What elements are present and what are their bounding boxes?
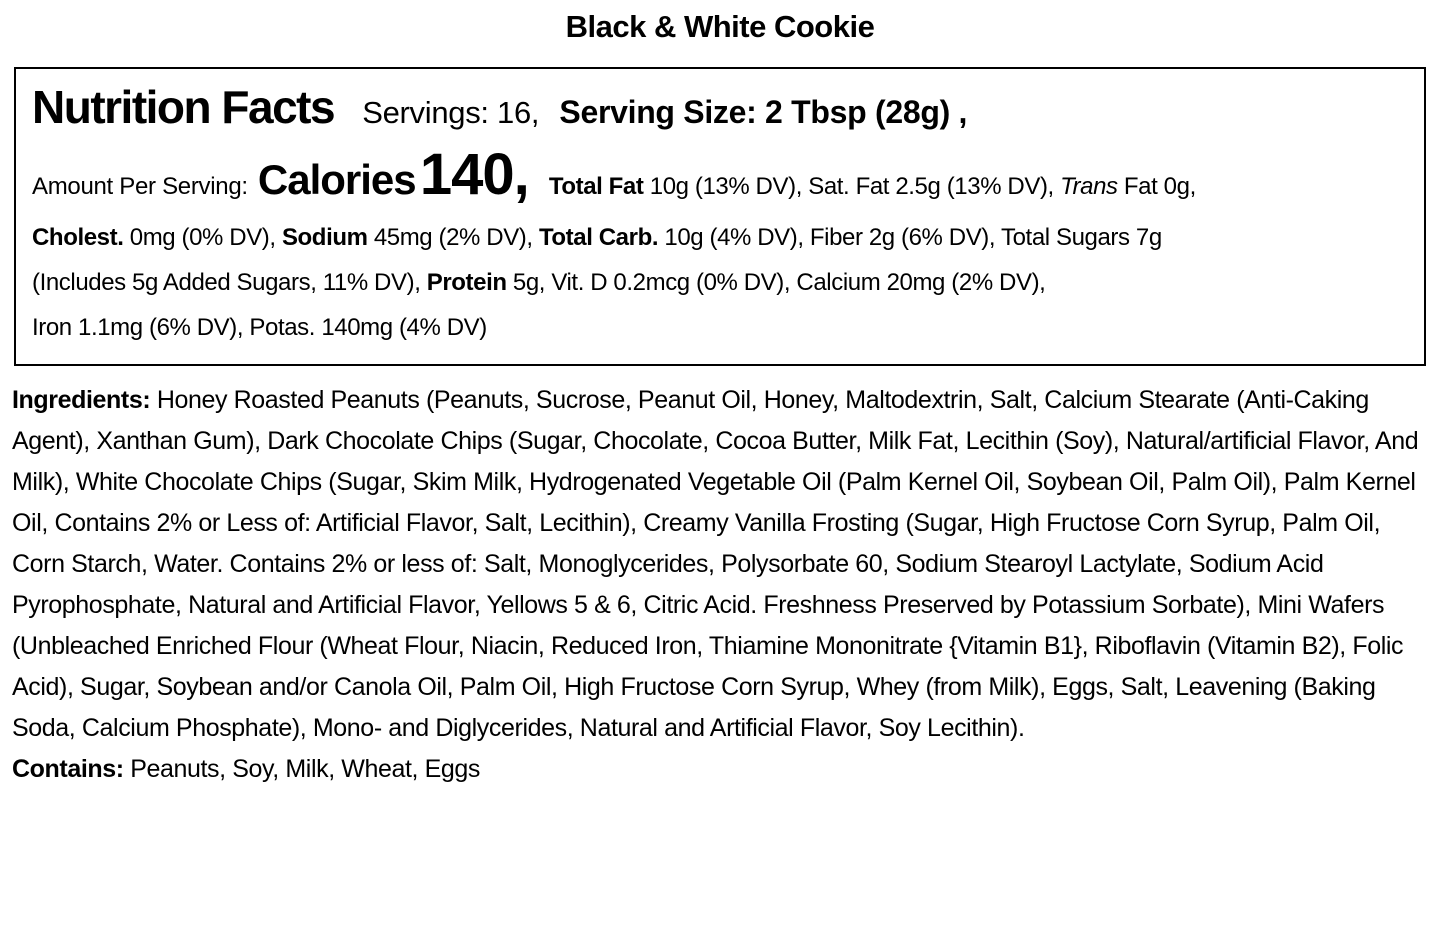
protein-label: Protein: [426, 268, 507, 296]
page-title: Black & White Cookie: [565, 9, 875, 44]
calories-value: 140,: [419, 141, 530, 207]
panel-header-line: Nutrition Facts Servings: 16, Serving Si…: [32, 81, 1408, 134]
calories-line: Amount Per Serving: Calories 140, Total …: [32, 142, 1408, 209]
protein-vitamin-values: 5g, Vit. D 0.2mcg (0% DV), Calcium 20mg …: [506, 268, 1046, 296]
amount-per-serving-label: Amount Per Serving:: [32, 172, 248, 200]
total-fat-label: Total Fat: [548, 172, 644, 200]
fat-info: Total Fat 10g (13% DV), Sat. Fat 2.5g (1…: [549, 173, 1196, 200]
trans-fat-values: Fat 0g,: [1117, 172, 1196, 200]
total-carb-label: Total Carb.: [538, 223, 659, 251]
iron-potassium-values: Iron 1.1mg (6% DV), Potas. 140mg (4% DV): [32, 313, 487, 341]
sodium-values: 45mg (2% DV),: [367, 223, 539, 251]
nutrient-line-protein-vitamins: (Includes 5g Added Sugars, 11% DV), Prot…: [32, 260, 1408, 305]
nutrition-facts-heading: Nutrition Facts: [32, 81, 336, 133]
cholesterol-label: Cholest.: [32, 223, 124, 251]
nutrient-line-minerals: Iron 1.1mg (6% DV), Potas. 140mg (4% DV): [32, 305, 1408, 350]
nutrition-facts-panel: Nutrition Facts Servings: 16, Serving Si…: [14, 67, 1426, 366]
allergen-list: Peanuts, Soy, Milk, Wheat, Eggs: [123, 754, 481, 783]
total-carb-values: 10g (4% DV), Fiber 2g (6% DV), Total Sug…: [658, 223, 1162, 251]
calories-label: Calories: [257, 155, 417, 203]
serving-size: Serving Size: 2 Tbsp (28g) ,: [559, 94, 968, 130]
added-sugars-values: (Includes 5g Added Sugars, 11% DV),: [32, 268, 427, 296]
servings-count: Servings: 16,: [362, 95, 540, 130]
allergen-statement: Contains: Peanuts, Soy, Milk, Wheat, Egg…: [12, 749, 1428, 790]
ingredients-paragraph: Ingredients: Honey Roasted Peanuts (Pean…: [12, 380, 1428, 749]
trans-fat-label: Trans: [1060, 172, 1118, 200]
nutrient-line-sodium-carbs: Cholest. 0mg (0% DV), Sodium 45mg (2% DV…: [32, 215, 1408, 260]
sodium-label: Sodium: [281, 223, 368, 251]
total-fat-values: 10g (13% DV), Sat. Fat 2.5g (13% DV),: [643, 172, 1061, 200]
contains-label: Contains:: [12, 754, 124, 783]
cholesterol-values: 0mg (0% DV),: [123, 223, 282, 251]
ingredients-label: Ingredients:: [12, 385, 151, 414]
ingredients-text: Honey Roasted Peanuts (Peanuts, Sucrose,…: [12, 385, 1419, 742]
